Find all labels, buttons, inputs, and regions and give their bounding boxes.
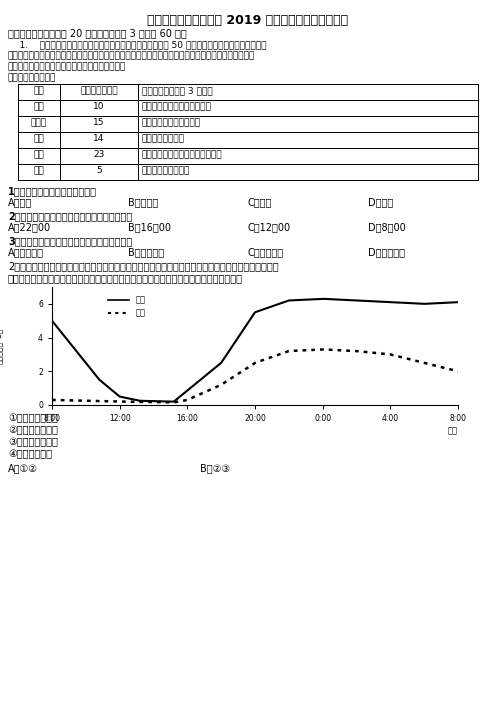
Text: 日语、汉语、德语: 日语、汉语、德语 bbox=[142, 134, 185, 143]
Text: 融合程度最高的前 3 种语言: 融合程度最高的前 3 种语言 bbox=[142, 86, 213, 95]
Text: 10: 10 bbox=[93, 102, 105, 111]
Text: B．文化认同: B．文化认同 bbox=[128, 247, 164, 257]
Text: 1.    推特作为全球性社交软件，用户广泛。研究人员从全球 50 座城市的推特数据中识别语言群体: 1. 推特作为全球性社交软件，用户广泛。研究人员从全球 50 座城市的推特数据中… bbox=[8, 40, 266, 49]
Text: A．费城: A．费城 bbox=[8, 197, 32, 207]
Text: 一、单选题（本题包括 20 个小题，每小题 3 分，共 60 分）: 一、单选题（本题包括 20 个小题，每小题 3 分，共 60 分） bbox=[8, 28, 187, 38]
Text: 时刻: 时刻 bbox=[448, 426, 458, 435]
Text: 移民融合情况。下表为部分城市的融合程度数据。: 移民融合情况。下表为部分城市的融合程度数据。 bbox=[8, 62, 126, 71]
Text: 热岛强度（℃）: 热岛强度（℃） bbox=[0, 328, 3, 364]
Text: 融合的语言总数: 融合的语言总数 bbox=[80, 86, 118, 95]
Text: 旧金山: 旧金山 bbox=[31, 118, 47, 127]
Text: C．地理位置: C．地理位置 bbox=[248, 247, 284, 257]
Text: 热岛强度表示。下图显示的是某城市热岛效应日和年变化规律。由图可见该城市的热岛效应: 热岛强度表示。下图显示的是某城市热岛效应日和年变化规律。由图可见该城市的热岛效应 bbox=[8, 273, 243, 283]
Text: 费城: 费城 bbox=[34, 102, 44, 111]
Text: 浙江省嘉兴市达标名校 2019 年高考三月地理模拟试卷: 浙江省嘉兴市达标名校 2019 年高考三月地理模拟试卷 bbox=[147, 14, 349, 27]
Text: 东京: 东京 bbox=[34, 134, 44, 143]
Text: 英语、西班牙语、印尼语: 英语、西班牙语、印尼语 bbox=[142, 118, 201, 127]
Text: 英语、葡萄牙语、埃加路族语: 英语、葡萄牙语、埃加路族语 bbox=[142, 102, 212, 111]
Text: C．东京: C．东京 bbox=[248, 197, 272, 207]
Text: 5: 5 bbox=[96, 166, 102, 175]
Text: ①夏季比冬季明显: ①夏季比冬季明显 bbox=[8, 413, 58, 423]
Text: 及其居住的社区（根据用户在特定时间内发表推文显示的所在地来确定），来探讨城市的融合程度与全球: 及其居住的社区（根据用户在特定时间内发表推文显示的所在地来确定），来探讨城市的融… bbox=[8, 51, 255, 60]
Text: 2．城市热岛效应是指一个城市城区的气温高于周围地区的现象，一般用两个代表性测点的气温差值（即: 2．城市热岛效应是指一个城市城区的气温高于周围地区的现象，一般用两个代表性测点的… bbox=[8, 261, 279, 271]
Text: 英语、罗马尼亚语、南斯拉夫语种: 英语、罗马尼亚语、南斯拉夫语种 bbox=[142, 150, 223, 159]
Text: D．人群数量: D．人群数量 bbox=[368, 247, 405, 257]
Text: B．②③: B．②③ bbox=[200, 463, 230, 473]
Text: 伦敦: 伦敦 bbox=[34, 150, 44, 159]
Text: 3．影响城市的语言融合程度排名的主要原因是: 3．影响城市的语言融合程度排名的主要原因是 bbox=[8, 236, 132, 246]
Text: D．伦敦: D．伦敦 bbox=[368, 197, 393, 207]
Text: A．经济水平: A．经济水平 bbox=[8, 247, 44, 257]
Text: A．①②: A．①② bbox=[8, 463, 38, 473]
Text: B．旧金山: B．旧金山 bbox=[128, 197, 158, 207]
Legend: 冬季, 夏季: 冬季, 夏季 bbox=[105, 292, 149, 322]
Text: A．22：00: A．22：00 bbox=[8, 222, 51, 232]
Text: 曼谷: 曼谷 bbox=[34, 166, 44, 175]
Text: ②冬季比夏季明显: ②冬季比夏季明显 bbox=[8, 425, 58, 435]
Text: ④白昼没有表现: ④白昼没有表现 bbox=[8, 449, 52, 459]
Text: B．16：00: B．16：00 bbox=[128, 222, 171, 232]
Text: 2．研究人员获取用户居住地信息的最佳时间是: 2．研究人员获取用户居住地信息的最佳时间是 bbox=[8, 211, 132, 221]
Text: 据此完成下面小题。: 据此完成下面小题。 bbox=[8, 73, 57, 82]
Text: 1．下列城市中融合程度最高的是: 1．下列城市中融合程度最高的是 bbox=[8, 186, 97, 196]
Text: ③黑夜比白昼明显: ③黑夜比白昼明显 bbox=[8, 437, 58, 447]
Text: 14: 14 bbox=[93, 134, 105, 143]
Text: 城市: 城市 bbox=[34, 86, 44, 95]
Text: 泰语、日语、印尼语: 泰语、日语、印尼语 bbox=[142, 166, 190, 175]
Text: 23: 23 bbox=[93, 150, 105, 159]
Text: D．8：00: D．8：00 bbox=[368, 222, 406, 232]
Text: 15: 15 bbox=[93, 118, 105, 127]
Text: C．12：00: C．12：00 bbox=[248, 222, 291, 232]
